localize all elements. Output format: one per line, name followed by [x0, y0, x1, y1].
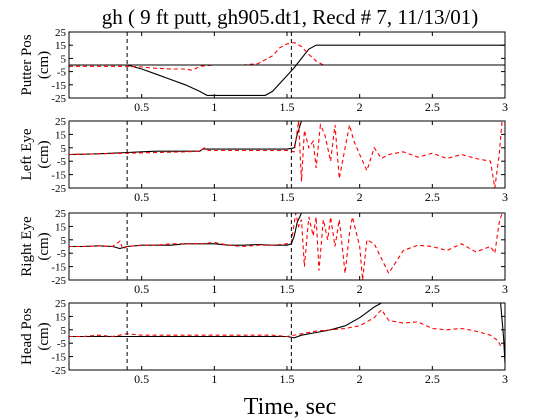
y-axis-label: Head Pos(cm) [19, 308, 52, 365]
solid-series-line-1 [69, 303, 382, 339]
solid-series-line-1 [69, 121, 303, 156]
x-tick-label: 2.5 [425, 282, 440, 296]
y-tick-label: -25 [51, 365, 66, 377]
y-tick-label: 15 [55, 40, 67, 52]
x-tick-label: 2 [357, 282, 363, 296]
dashed-series-line-2 [69, 213, 505, 280]
panel-data [69, 121, 505, 188]
panel-data [69, 42, 505, 96]
x-tick-label: 1.5 [280, 190, 295, 204]
x-tick-label: 2 [357, 190, 363, 204]
x-tick-label: 1.5 [280, 372, 295, 386]
y-axis-label: Putter Pos(cm) [19, 34, 52, 95]
y-tick-label: -25 [51, 275, 66, 287]
y-tick-label: 15 [55, 129, 67, 141]
axes-frame [68, 212, 506, 281]
x-tick-label: 0.5 [134, 100, 149, 114]
x-tick-label: 1 [211, 282, 217, 296]
y-tick-label: -15 [51, 80, 66, 92]
x-tick-label: 1 [211, 372, 217, 386]
y-axis-label-line-1: Putter Pos [19, 34, 35, 95]
x-tick-label: 1.5 [280, 282, 295, 296]
y-tick-label: -15 [51, 262, 66, 274]
y-axis-label-line-2: (cm) [36, 322, 52, 350]
y-tick-label: -15 [51, 170, 66, 182]
x-tick-label: 2 [357, 372, 363, 386]
solid-series-line-1 [69, 44, 505, 96]
y-tick-label: -25 [51, 93, 66, 105]
y-tick-label: 25 [55, 298, 67, 310]
x-tick-label: 2 [357, 100, 363, 114]
y-tick-label: -5 [57, 156, 67, 168]
x-tick-label: 0.5 [134, 282, 149, 296]
x-tick-label: 3 [502, 282, 508, 296]
y-tick-label: -5 [57, 67, 67, 79]
dashed-series-line-2 [69, 42, 505, 71]
y-axis-label-line-2: (cm) [36, 232, 52, 260]
y-tick-label: -15 [51, 352, 66, 364]
x-tick-label: 3 [502, 190, 508, 204]
x-tick-label: 3 [502, 372, 508, 386]
x-tick-label: 0.5 [134, 372, 149, 386]
x-tick-label: 1 [211, 190, 217, 204]
y-tick-label: 25 [55, 27, 67, 39]
y-tick-label: 5 [61, 325, 67, 337]
y-tick-label: 15 [55, 221, 67, 233]
x-tick-label: 1.5 [280, 100, 295, 114]
y-tick-label: 5 [61, 235, 67, 247]
y-tick-label: -5 [57, 338, 67, 350]
y-tick-label: 5 [61, 143, 67, 155]
x-tick-label: 0.5 [134, 190, 149, 204]
y-axis-label-line-2: (cm) [36, 140, 52, 168]
dashed-series-line-2 [69, 121, 505, 188]
y-tick-label: 5 [61, 53, 67, 65]
dashed-series-line-3 [69, 308, 502, 347]
x-tick-label: 1 [211, 100, 217, 114]
y-axis-label-line-1: Right Eye [19, 216, 35, 277]
x-tick-label: 2.5 [425, 100, 440, 114]
y-tick-label: 25 [55, 116, 67, 128]
panel-data [69, 303, 505, 364]
panel-data [69, 213, 505, 280]
y-tick-label: 25 [55, 208, 67, 220]
y-tick-label: -5 [57, 248, 67, 260]
figure-title: gh ( 9 ft putt, gh905.dt1, Recd # 7, 11/… [102, 5, 479, 29]
x-axis-label: Time, sec [244, 394, 336, 420]
x-tick-label: 3 [502, 100, 508, 114]
y-tick-label: -25 [51, 183, 66, 195]
solid-series-line-2 [500, 303, 505, 364]
x-tick-label: 2.5 [425, 190, 440, 204]
axes-frame [68, 120, 506, 189]
y-axis-label-line-2: (cm) [36, 51, 52, 79]
y-axis-label: Right Eye(cm) [19, 216, 52, 277]
y-axis-label-line-1: Head Pos [19, 308, 35, 365]
y-axis-label-line-1: Left Eye [19, 128, 35, 180]
y-axis-label: Left Eye(cm) [19, 128, 52, 180]
x-tick-label: 2.5 [425, 372, 440, 386]
y-tick-label: 15 [55, 311, 67, 323]
solid-series-line-1 [69, 213, 303, 250]
